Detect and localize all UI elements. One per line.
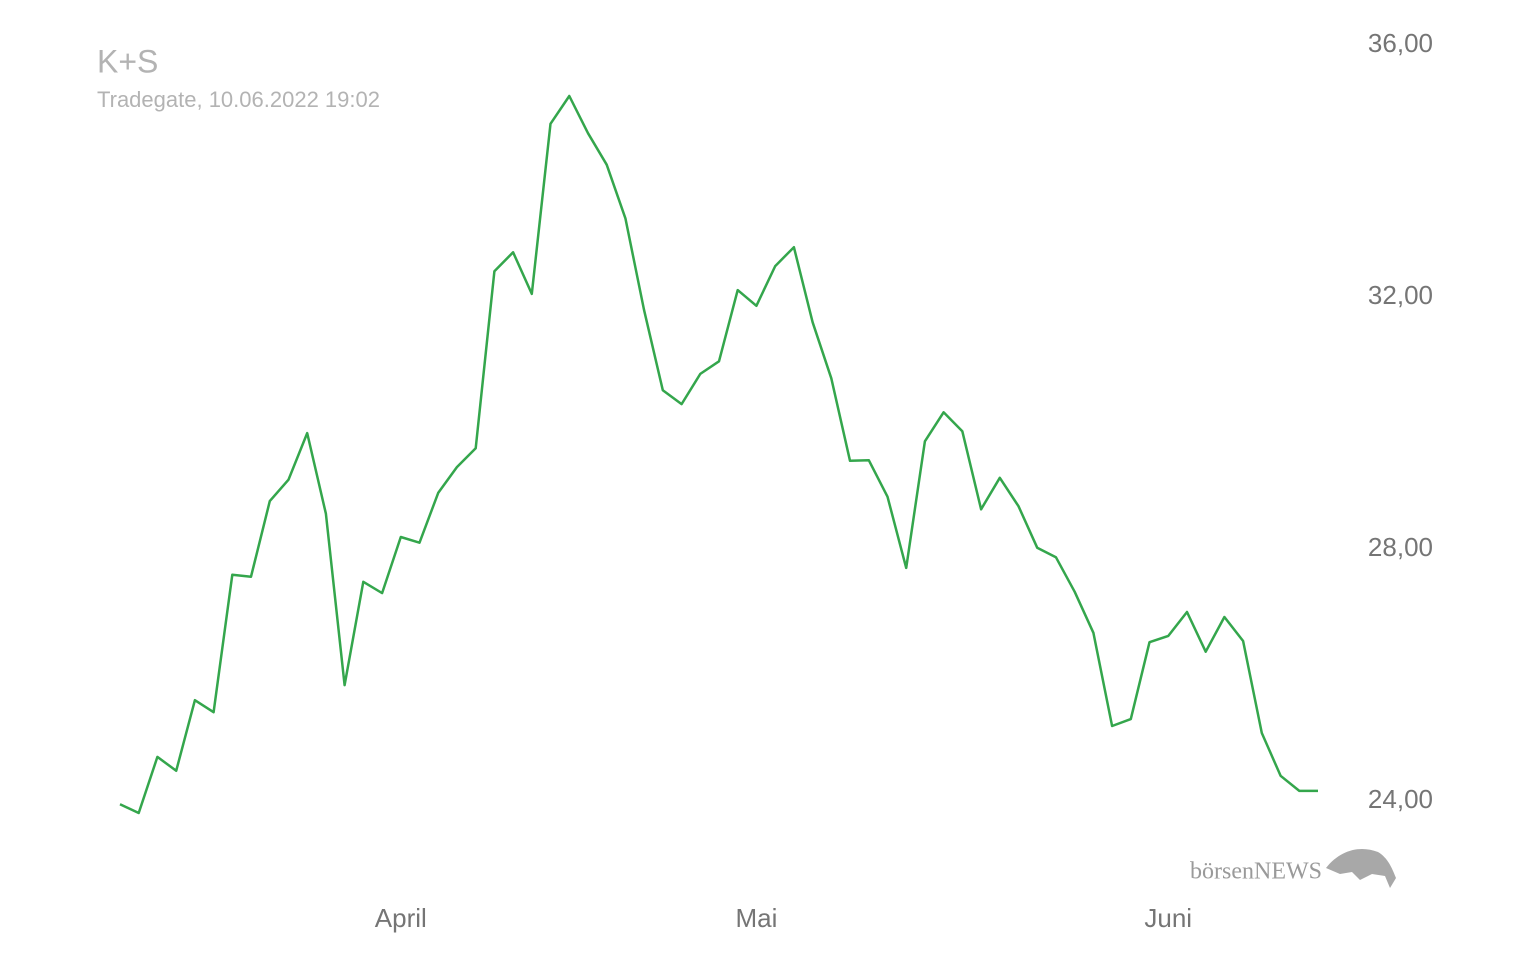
y-tick-label: 32,00 [1368, 280, 1433, 310]
y-tick-label: 28,00 [1368, 532, 1433, 562]
watermark: börsenNEWS [1190, 859, 1322, 885]
chart-title: K+S [97, 43, 158, 79]
y-tick-label: 36,00 [1368, 28, 1433, 58]
logo-bull [1326, 848, 1396, 888]
y-tick-label: 24,00 [1368, 784, 1433, 814]
x-tick-label: Mai [735, 903, 777, 933]
price-line [119, 94, 1318, 815]
x-tick-label: Juni [1144, 903, 1192, 933]
chart-subtitle: Tradegate, 10.06.2022 19:02 [97, 87, 380, 112]
x-tick-label: April [375, 903, 427, 933]
